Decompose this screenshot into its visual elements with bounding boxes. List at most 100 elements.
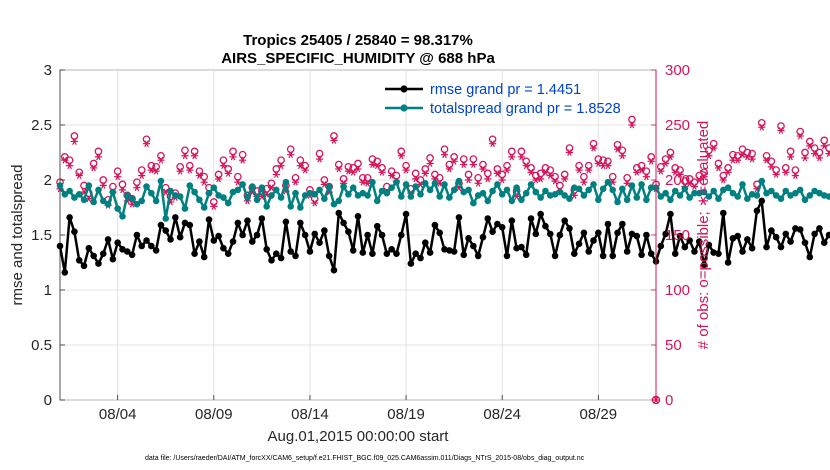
obs-evaluated-point	[445, 165, 453, 173]
rmse-point	[801, 239, 809, 246]
rmse-point	[248, 238, 256, 245]
obs-possible-point	[498, 170, 507, 179]
y-tick-label-right: 250	[665, 117, 690, 134]
rmse-point	[479, 233, 487, 241]
y-tick-label-left: 2.5	[31, 117, 52, 134]
totalspread-point	[676, 192, 684, 199]
rmse-point	[772, 233, 780, 241]
rmse-point	[580, 229, 588, 237]
obs-evaluated-point	[517, 153, 526, 161]
obs-evaluated-point	[335, 165, 343, 173]
obs-possible-point	[219, 156, 228, 165]
totalspread-point	[123, 192, 131, 199]
rmse-point	[61, 269, 69, 276]
totalspread-point	[470, 199, 477, 207]
rmse-point	[796, 226, 804, 233]
obs-possible-point	[647, 153, 656, 161]
obs-possible-point	[580, 172, 588, 181]
rmse-point	[373, 222, 381, 230]
rmse-point	[205, 216, 213, 223]
obs-possible-point	[613, 140, 622, 149]
obs-evaluated-point	[315, 155, 324, 163]
obs-possible-point	[762, 151, 771, 160]
obs-possible-point	[233, 172, 242, 181]
obs-possible-point	[729, 150, 737, 159]
rmse-point	[133, 231, 141, 239]
rmse-point	[359, 249, 367, 256]
totalspread-point	[446, 194, 453, 201]
rmse-point	[277, 254, 285, 262]
totalspread-point	[489, 187, 496, 195]
rmse-point	[378, 231, 386, 239]
obs-evaluated-point	[440, 151, 449, 159]
rmse-point	[546, 230, 554, 238]
obs-evaluated-point	[210, 202, 218, 210]
obs-possible-point	[507, 147, 516, 156]
obs-possible-point	[142, 135, 151, 144]
rmse-point	[705, 241, 713, 249]
rmse-point	[542, 222, 549, 230]
rmse-point	[301, 231, 309, 239]
obs-evaluated-point	[589, 144, 598, 152]
obs-evaluated-point	[522, 162, 530, 170]
totalspread-point	[196, 196, 203, 204]
totalspread-point	[705, 193, 713, 200]
rmse-point	[619, 220, 626, 228]
obs-evaluated-point	[66, 162, 74, 170]
obs-evaluated-point	[657, 167, 665, 175]
obs-evaluated-point	[811, 150, 819, 158]
totalspread-point	[133, 200, 141, 208]
rmse-point	[633, 232, 641, 240]
rmse-point	[719, 209, 727, 217]
rmse-point	[763, 243, 770, 251]
obs-evaluated-point	[152, 167, 160, 175]
totalspread-point	[566, 195, 573, 202]
obs-evaluated-point	[772, 171, 780, 178]
obs-possible-point	[70, 132, 79, 140]
totalspread-point	[114, 205, 121, 212]
obs-possible-point	[748, 149, 756, 158]
y-tick-label-left: 0.5	[31, 337, 52, 354]
rmse-point	[825, 231, 830, 239]
totalspread-point	[734, 193, 742, 200]
rmse-point	[191, 250, 198, 257]
rmse-point	[575, 240, 583, 248]
obs-evaluated-point	[748, 155, 756, 163]
totalspread-point	[95, 186, 102, 194]
obs-evaluated-point	[565, 149, 574, 156]
rmse-point	[623, 248, 631, 255]
totalspread-point	[417, 191, 424, 198]
obs-evaluated-point	[580, 178, 588, 186]
obs-evaluated-point	[498, 176, 506, 184]
obs-evaluated-point	[388, 172, 396, 180]
y-tick-label-right: 50	[665, 337, 682, 354]
rmse-point	[494, 220, 501, 228]
totalspread-point	[200, 204, 208, 211]
rmse-point	[263, 246, 270, 253]
totalspread-point	[407, 193, 415, 200]
legend-rmse-marker	[400, 85, 408, 93]
rmse-point	[508, 217, 516, 224]
rmse-point	[484, 215, 492, 222]
rmse-point	[253, 231, 261, 239]
totalspread-point	[316, 186, 323, 194]
totalspread-point	[825, 193, 830, 200]
rmse-point	[200, 253, 208, 261]
obs-evaluated-point	[344, 167, 352, 175]
totalspread-point	[724, 184, 732, 191]
obs-evaluated-point	[186, 166, 194, 174]
totalspread-point	[292, 189, 299, 197]
obs-evaluated-point	[195, 172, 203, 180]
rmse-point	[638, 251, 645, 259]
rmse-point	[816, 225, 823, 232]
totalspread-point	[667, 196, 674, 204]
obs-evaluated-point	[450, 157, 458, 165]
rmse-point	[138, 242, 146, 250]
totalspread-point	[186, 182, 194, 189]
totalspread-point	[590, 181, 597, 188]
obs-possible-point	[786, 147, 795, 156]
totalspread-point	[619, 185, 626, 193]
rmse-point	[695, 238, 703, 245]
obs-evaluated-point	[537, 175, 545, 183]
obs-possible-point	[714, 159, 723, 168]
